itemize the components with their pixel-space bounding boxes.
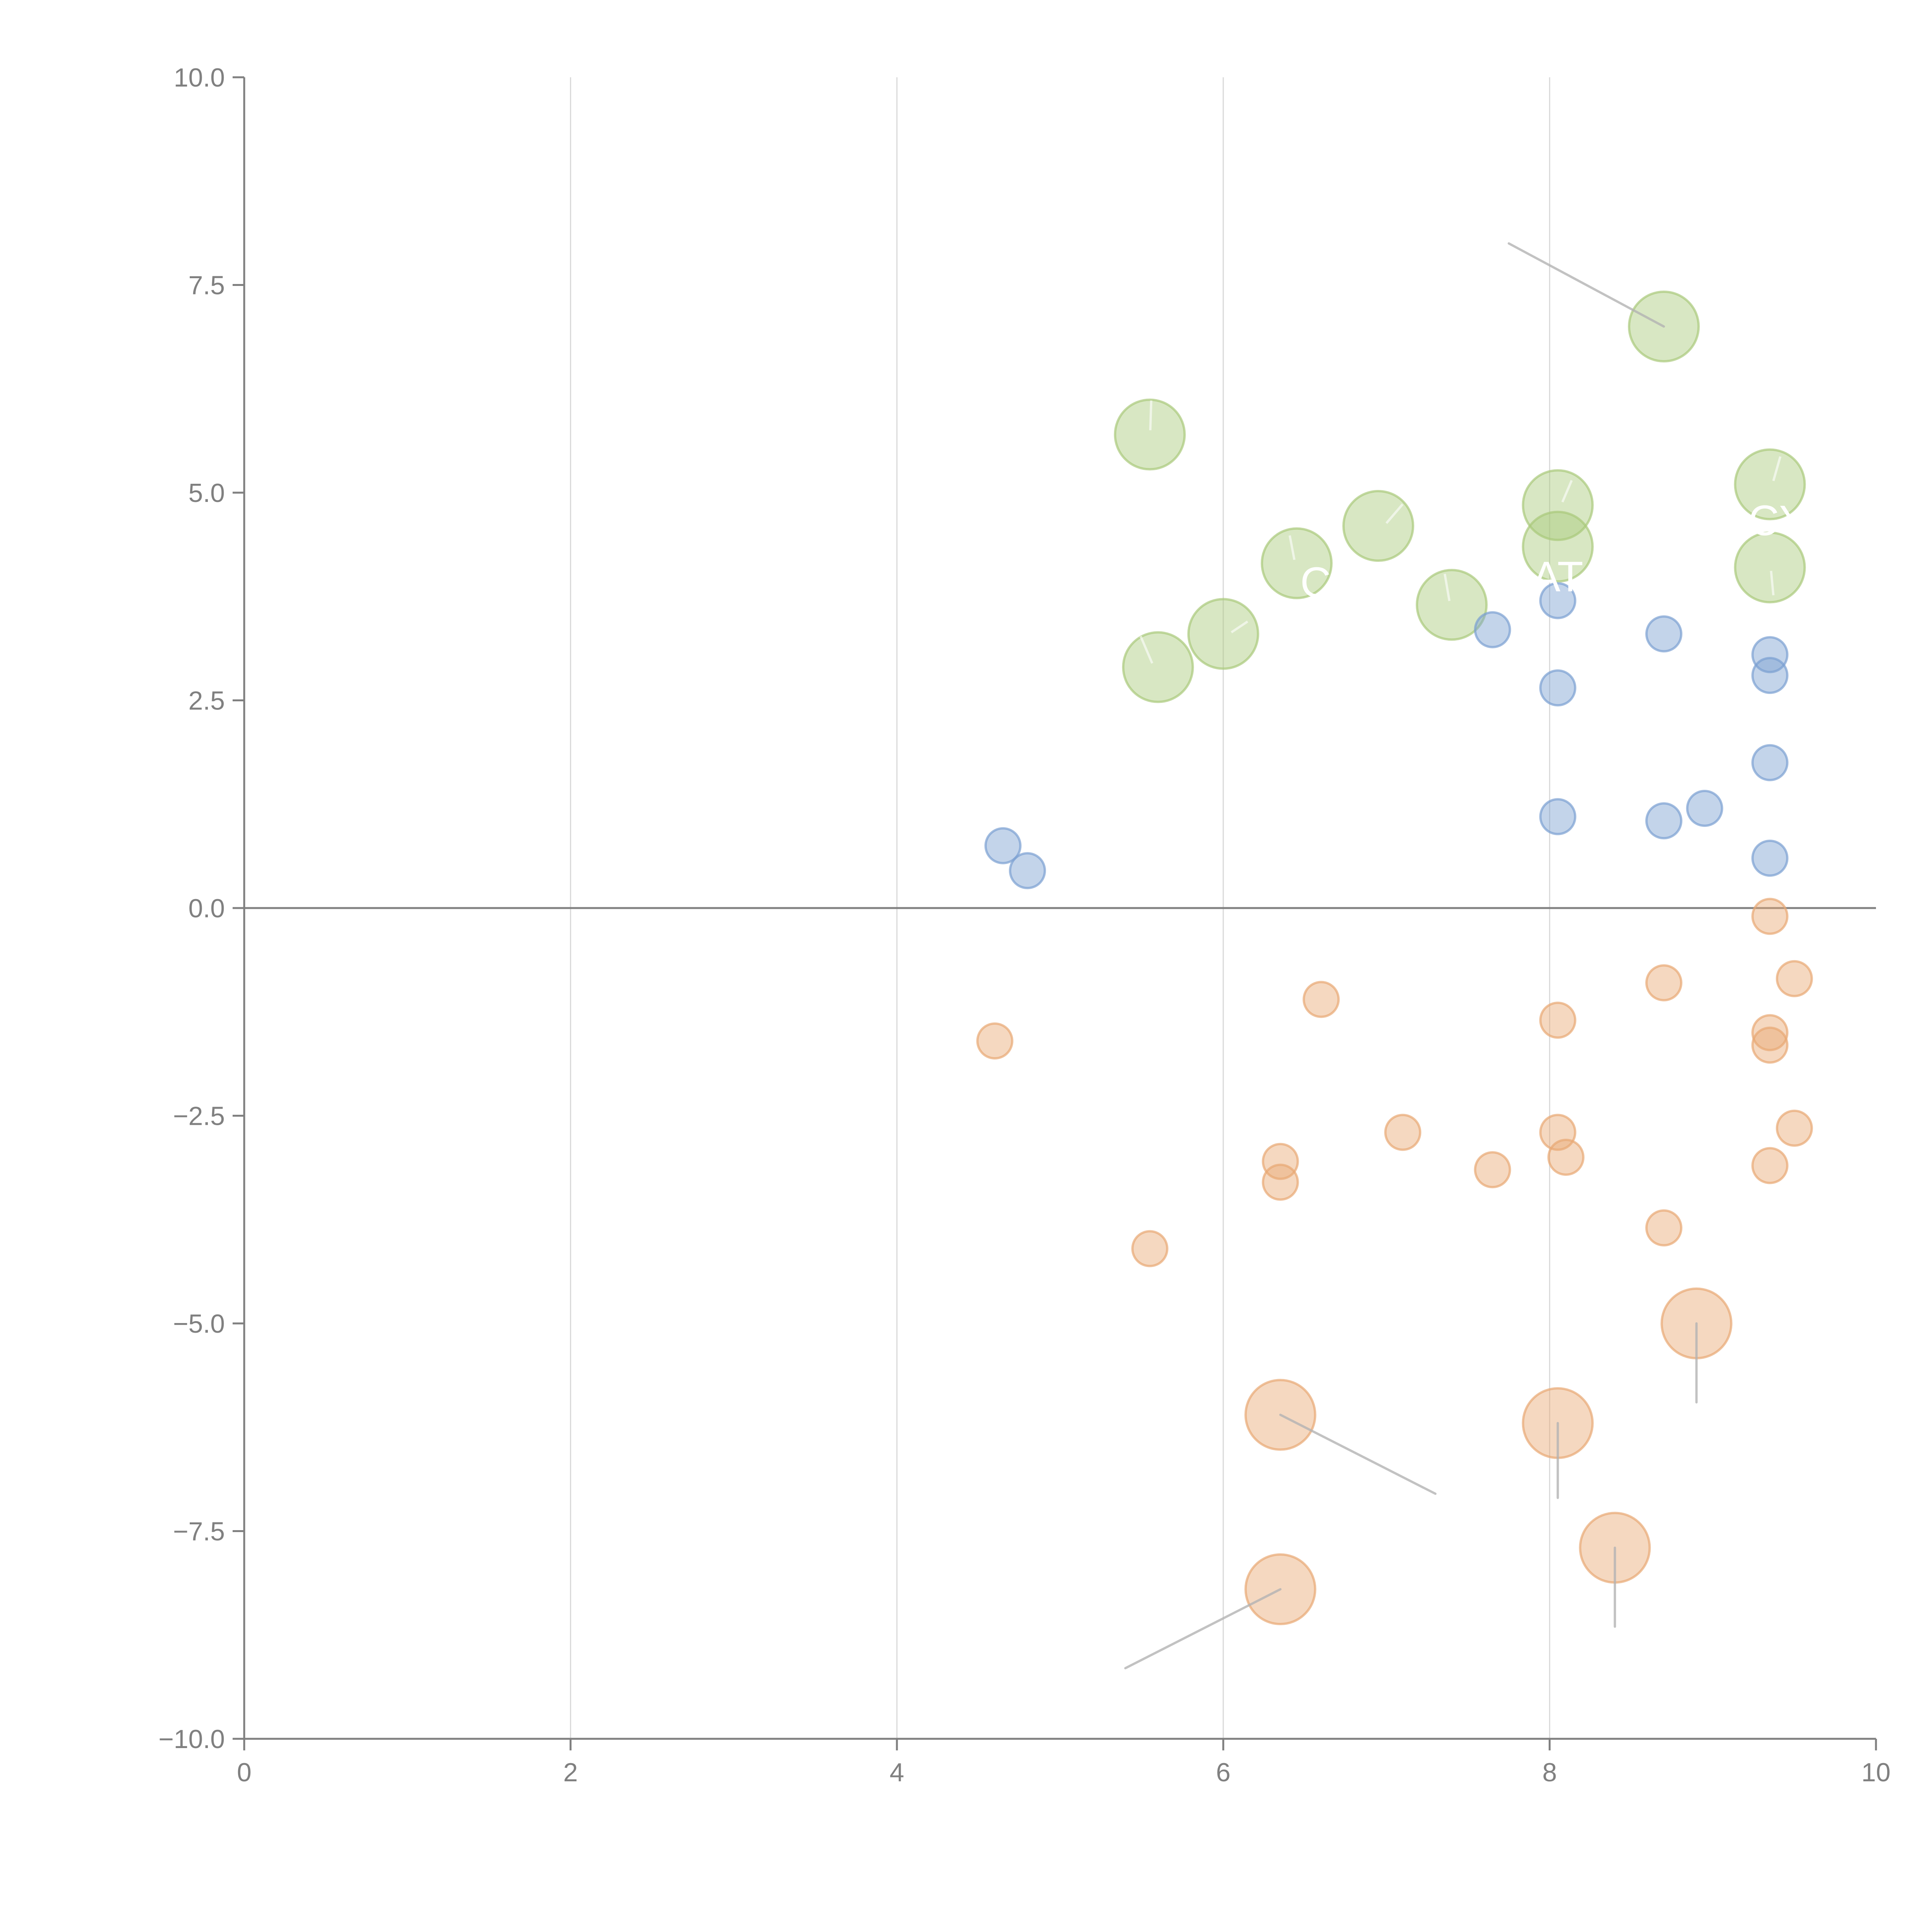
orange-small-point [1547,1139,1585,1176]
point-label: AT [1532,553,1583,600]
x-tick-label: 2 [563,1758,578,1787]
blue-point [1751,744,1789,781]
green-point [1522,510,1594,583]
orange-small-point [1262,1163,1299,1201]
green-point [1187,598,1259,670]
highlight-line [1772,456,1782,481]
y-tick-label: 0.0 [188,894,225,923]
y-tick-label: 2.5 [188,686,225,716]
blue-point [1751,840,1789,877]
green-point [1522,469,1594,541]
point-labels: C AT CY [1300,497,1808,606]
green-point [1342,490,1414,562]
x-tick-label: 10 [1861,1758,1891,1787]
green-point [1734,531,1806,604]
y-tick-label: −10.0 [158,1725,225,1754]
data-points [976,291,1813,1625]
x-tick-label: 6 [1216,1758,1231,1787]
orange-small-point [1474,1151,1511,1189]
blue-point [1009,852,1046,889]
orange-small-point [1645,1209,1683,1247]
x-tick-label: 0 [237,1758,252,1787]
orange-small-point [1751,898,1789,935]
highlight-line [1561,480,1573,503]
highlight-line [1385,503,1404,524]
orange-small-point [1539,1002,1577,1039]
connector-line [1507,242,1665,328]
orange-small-point [1384,1114,1422,1151]
orange-small-point [1131,1230,1168,1267]
y-tick-label: 7.5 [188,271,225,300]
highlight-line [1149,400,1153,430]
y-tick-label: −5.0 [173,1309,225,1338]
highlight-line [1770,571,1775,595]
connector-lines [1124,242,1698,1670]
blue-point [1645,615,1683,653]
orange-small-point [1751,1014,1789,1051]
highlight-line [1288,535,1296,560]
orange-small-point [1751,1147,1789,1184]
y-tick-label: −2.5 [173,1102,225,1131]
x-tick-label: 4 [889,1758,904,1787]
blue-point [1686,790,1723,827]
blue-point [1751,636,1789,673]
connector-line [1279,1413,1437,1495]
orange-small-point [1262,1143,1299,1180]
green-point [1114,398,1186,471]
orange-small-point [1776,960,1813,997]
green-point [1122,631,1194,703]
green-point [1260,527,1333,599]
y-tick-label: 5.0 [188,478,225,508]
orange-small-point [1303,981,1340,1018]
y-tick-label: 10.0 [174,63,225,92]
highlight-line [1444,573,1451,601]
y-tick-label: −7.5 [173,1517,225,1546]
orange-small-point [1645,964,1683,1002]
point-label: CY [1748,497,1808,544]
blue-point [1539,582,1577,619]
green-point [1734,448,1806,520]
blue-point [1474,611,1511,648]
y-ticks: 10.0 7.5 5.0 2.5 0.0 −2.5 −5.0 −7.5 −10.0 [158,63,244,1754]
blue-point [1751,657,1789,694]
point-label: C [1300,559,1331,606]
blue-point [984,827,1022,864]
orange-small-point [976,1022,1014,1060]
x-ticks: 0 2 4 6 8 10 [237,1739,1891,1787]
blue-point [1645,802,1683,840]
orange-small-point [1751,1026,1789,1064]
x-tick-label: 8 [1542,1758,1557,1787]
highlight-line [1139,636,1153,664]
connector-line [1124,1588,1282,1670]
blue-point [1539,669,1577,707]
orange-small-point [1776,1109,1813,1147]
highlight-line [1231,621,1248,633]
blue-point [1539,798,1577,835]
green-point [1416,569,1488,641]
